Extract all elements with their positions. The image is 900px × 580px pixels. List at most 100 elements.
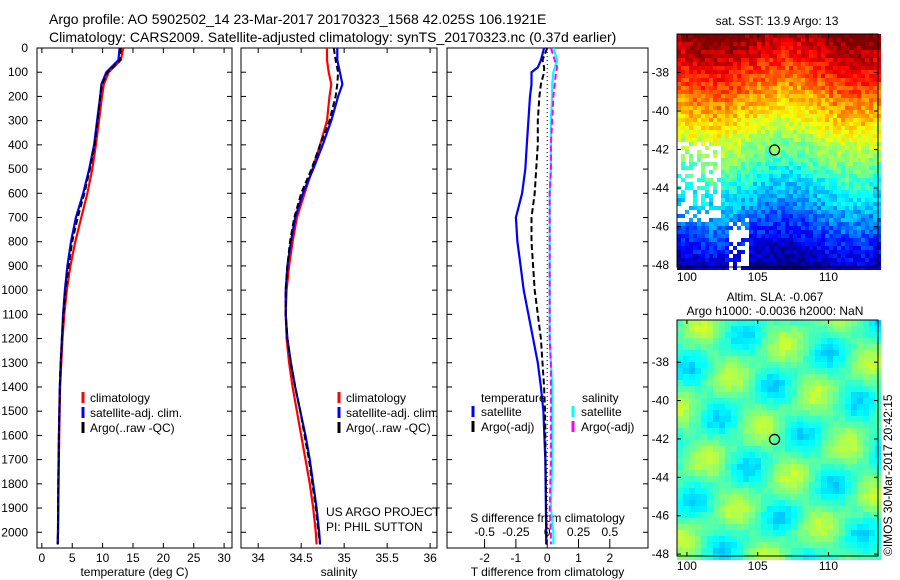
map-cell xyxy=(817,194,821,198)
map-cell xyxy=(695,428,701,434)
map-cell xyxy=(793,262,797,266)
map-cell xyxy=(709,134,713,138)
map-cell xyxy=(749,482,755,488)
map-cell xyxy=(745,162,749,166)
map-cell xyxy=(825,50,829,54)
map-cell xyxy=(719,332,725,338)
map-cell xyxy=(841,34,845,38)
map-cell xyxy=(803,374,809,380)
map-cell xyxy=(753,246,757,250)
map-cell xyxy=(849,78,853,82)
map-cell xyxy=(745,122,749,126)
map-cell xyxy=(825,182,829,186)
map-cell xyxy=(809,410,815,416)
map-cell xyxy=(713,446,719,452)
map-cell xyxy=(697,106,701,110)
map-cell xyxy=(801,218,805,222)
map-cell xyxy=(805,50,809,54)
map-cell xyxy=(717,94,721,98)
map-cell xyxy=(815,542,821,548)
map-cell xyxy=(833,42,837,46)
map-cell xyxy=(833,46,837,50)
map-cell xyxy=(801,98,805,102)
map-cell xyxy=(757,70,761,74)
map-cell xyxy=(845,356,851,362)
map-cell xyxy=(815,368,821,374)
map-cell xyxy=(791,410,797,416)
map-cell xyxy=(869,404,875,410)
map-cell xyxy=(753,166,757,170)
map-cell xyxy=(721,130,725,134)
map-cell xyxy=(833,54,837,58)
map-cell xyxy=(809,512,815,518)
map-cell xyxy=(845,122,849,126)
map-cell xyxy=(701,258,705,262)
map-cell xyxy=(837,106,841,110)
map-cell xyxy=(825,54,829,58)
map-cell xyxy=(829,194,833,198)
map-cell xyxy=(721,238,725,242)
map-cell xyxy=(817,238,821,242)
map-cell xyxy=(833,374,839,380)
map-cell xyxy=(865,34,869,38)
map-cell xyxy=(821,446,827,452)
map-cell xyxy=(777,162,781,166)
map-cell xyxy=(801,110,805,114)
map-cell xyxy=(719,434,725,440)
map-cell xyxy=(869,368,875,374)
map-cell xyxy=(677,452,683,458)
map-cell xyxy=(793,178,797,182)
map-cell xyxy=(789,74,793,78)
map-cell xyxy=(743,542,749,548)
map-cell xyxy=(833,146,837,150)
map-cell xyxy=(733,210,737,214)
map-cell xyxy=(821,374,827,380)
map-cell xyxy=(877,150,881,154)
map-cell xyxy=(677,266,681,270)
map-cell xyxy=(837,210,841,214)
map-cell xyxy=(845,130,849,134)
map-cell xyxy=(685,46,689,50)
map-cell xyxy=(767,482,773,488)
map-cell xyxy=(737,230,741,234)
map-cell xyxy=(861,190,865,194)
map-cell xyxy=(793,214,797,218)
map-cell xyxy=(685,54,689,58)
map-cell xyxy=(737,266,741,270)
map-cell xyxy=(845,554,851,560)
map-cell xyxy=(853,242,857,246)
map-cell xyxy=(839,338,845,344)
map-cell xyxy=(803,470,809,476)
map-cell xyxy=(773,326,779,332)
map-cell xyxy=(705,38,709,42)
map-cell xyxy=(713,210,717,214)
map-cell xyxy=(801,134,805,138)
map-cell xyxy=(801,138,805,142)
map-cell xyxy=(817,130,821,134)
map-cell xyxy=(685,142,689,146)
map-cell xyxy=(693,226,697,230)
map-cell xyxy=(717,126,721,130)
map-cell xyxy=(841,194,845,198)
map-cell xyxy=(741,62,745,66)
map-cell xyxy=(829,182,833,186)
map-cell xyxy=(729,50,733,54)
map-cell xyxy=(793,118,797,122)
map-cell xyxy=(755,410,761,416)
map-cell xyxy=(713,142,717,146)
map-cell xyxy=(845,488,851,494)
map-cell xyxy=(785,440,791,446)
map-cell xyxy=(797,392,803,398)
map-cell xyxy=(717,262,721,266)
map-cell xyxy=(805,58,809,62)
map-cell xyxy=(785,542,791,548)
map-cell xyxy=(743,368,749,374)
map-cell xyxy=(789,98,793,102)
map-cell xyxy=(753,38,757,42)
map-cell xyxy=(725,90,729,94)
map-cell xyxy=(829,242,833,246)
map-cell xyxy=(721,242,725,246)
map-cell xyxy=(709,114,713,118)
map-cell xyxy=(785,458,791,464)
map-cell xyxy=(801,154,805,158)
